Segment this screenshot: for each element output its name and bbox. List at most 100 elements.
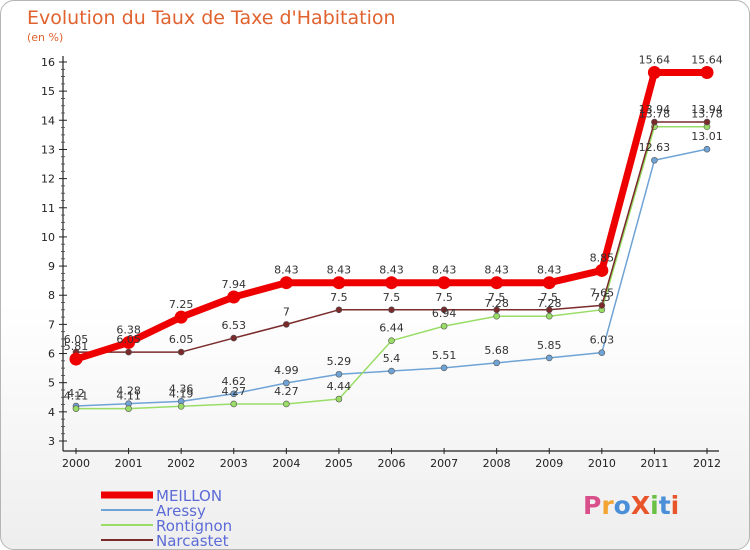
data-point: [700, 65, 714, 79]
data-point: [174, 310, 188, 324]
x-tick-label: 2010: [588, 457, 616, 470]
data-point: [703, 145, 711, 153]
data-label: 6.94: [432, 307, 457, 320]
proxiti-logo: ProXiti: [583, 491, 679, 520]
x-tick-label: 2004: [272, 457, 300, 470]
data-point: [230, 390, 238, 398]
legend-label-rontignon: Rontignon: [156, 517, 232, 535]
y-tick-label: 14: [41, 114, 55, 127]
data-point: [437, 276, 451, 290]
data-point: [598, 349, 606, 356]
data-point: [388, 306, 395, 314]
data-point: [647, 65, 661, 79]
y-tick-label: 11: [41, 202, 55, 215]
data-point: [651, 118, 658, 126]
data-point: [545, 306, 553, 314]
data-label: 7.25: [169, 298, 194, 311]
x-tick-label: 2001: [115, 457, 143, 470]
data-point: [125, 348, 132, 356]
x-tick-label: 2009: [535, 457, 563, 470]
data-point: [493, 312, 500, 320]
data-point: [230, 334, 238, 342]
legend-label-narcastet: Narcastet: [156, 532, 229, 550]
data-label: 8.43: [379, 264, 404, 277]
data-point: [598, 302, 606, 309]
data-point: [335, 370, 343, 378]
data-label: 7: [283, 305, 290, 318]
data-label: 8.85: [590, 251, 615, 264]
data-point: [651, 156, 658, 164]
data-point: [279, 276, 293, 290]
data-label: 6.53: [222, 319, 247, 332]
data-point: [388, 337, 395, 345]
data-label: 7.65: [590, 286, 615, 299]
data-label: 7.28: [537, 297, 562, 310]
data-point: [177, 348, 185, 356]
y-tick-label: 4: [48, 406, 55, 419]
data-label: 7.5: [435, 291, 453, 304]
y-tick-label: 8: [48, 289, 55, 302]
logo-letter: o: [613, 491, 631, 520]
data-label: 7.5: [383, 291, 401, 304]
data-label: 13.78: [691, 108, 723, 121]
data-point: [72, 405, 80, 412]
data-label: 8.43: [432, 264, 457, 277]
logo-letter: t: [658, 491, 671, 520]
data-point: [335, 395, 343, 403]
x-tick-label: 2000: [62, 457, 90, 470]
data-point: [385, 276, 398, 290]
data-label: 4.27: [274, 385, 299, 398]
data-label: 15.64: [691, 53, 723, 66]
data-point: [545, 354, 553, 362]
x-tick-label: 2006: [378, 457, 406, 470]
x-tick-label: 2011: [640, 457, 668, 470]
data-label: 5.68: [484, 344, 509, 357]
data-label: 6.05: [169, 333, 194, 346]
data-label: 4.19: [169, 387, 194, 400]
x-tick-label: 2012: [693, 457, 721, 470]
data-label: 6.05: [116, 333, 141, 346]
y-tick-label: 9: [48, 260, 55, 273]
legend-label-aressy: Aressy: [156, 502, 206, 520]
data-label: 13.94: [691, 103, 723, 116]
data-label: 13.01: [691, 130, 723, 143]
data-label: 7.28: [484, 297, 509, 310]
data-label: 4.99: [274, 364, 299, 377]
data-point: [230, 400, 238, 408]
x-tick-label: 2005: [325, 457, 353, 470]
data-label: 5.85: [537, 339, 562, 352]
data-point: [122, 335, 136, 349]
data-label: 6.05: [64, 333, 89, 346]
data-label: 6.38: [116, 323, 141, 336]
data-label: 13.78: [639, 108, 671, 121]
data-point: [227, 290, 241, 304]
data-label: 4.11: [64, 390, 89, 403]
y-tick-label: 5: [48, 377, 55, 390]
data-point: [283, 321, 290, 328]
logo-letter: X: [630, 491, 651, 520]
data-label: 5.29: [327, 355, 352, 368]
data-point: [69, 352, 83, 366]
data-label: 7.94: [222, 278, 247, 291]
data-label: 12.63: [639, 141, 671, 154]
data-point: [125, 405, 132, 412]
data-point: [283, 379, 290, 387]
logo-letter: P: [583, 491, 602, 520]
x-tick-label: 2008: [483, 457, 511, 470]
data-label: 4.62: [222, 375, 247, 388]
x-tick-label: 2002: [167, 457, 195, 470]
y-tick-label: 15: [41, 85, 55, 98]
x-tick-label: 2003: [220, 457, 248, 470]
data-label: 8.43: [537, 264, 562, 277]
data-label: 5.51: [432, 349, 457, 362]
y-tick-label: 16: [41, 56, 55, 69]
y-tick-label: 7: [48, 318, 55, 331]
data-point: [177, 403, 185, 410]
legend-label-meillon: MEILLON: [156, 487, 222, 505]
data-label: 4.27: [222, 385, 247, 398]
data-label: 7.5: [488, 291, 506, 304]
logo-letter: i: [670, 491, 680, 520]
data-label: 7.5: [330, 291, 348, 304]
